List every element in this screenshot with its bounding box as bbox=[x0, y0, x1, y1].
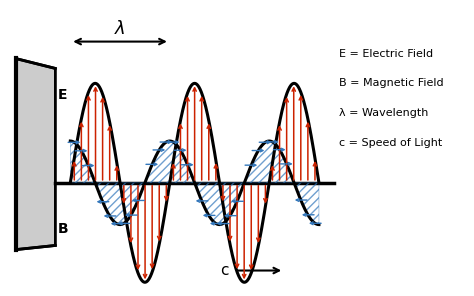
Text: E: E bbox=[57, 88, 67, 102]
Text: λ = Wavelength: λ = Wavelength bbox=[339, 108, 428, 118]
Text: B: B bbox=[57, 222, 68, 236]
Text: E = Electric Field: E = Electric Field bbox=[339, 49, 433, 59]
Text: $\lambda$: $\lambda$ bbox=[114, 20, 126, 38]
Polygon shape bbox=[16, 59, 55, 250]
Text: B = Magnetic Field: B = Magnetic Field bbox=[339, 78, 444, 89]
Text: c = Speed of Light: c = Speed of Light bbox=[339, 138, 442, 148]
Text: c: c bbox=[220, 263, 228, 278]
